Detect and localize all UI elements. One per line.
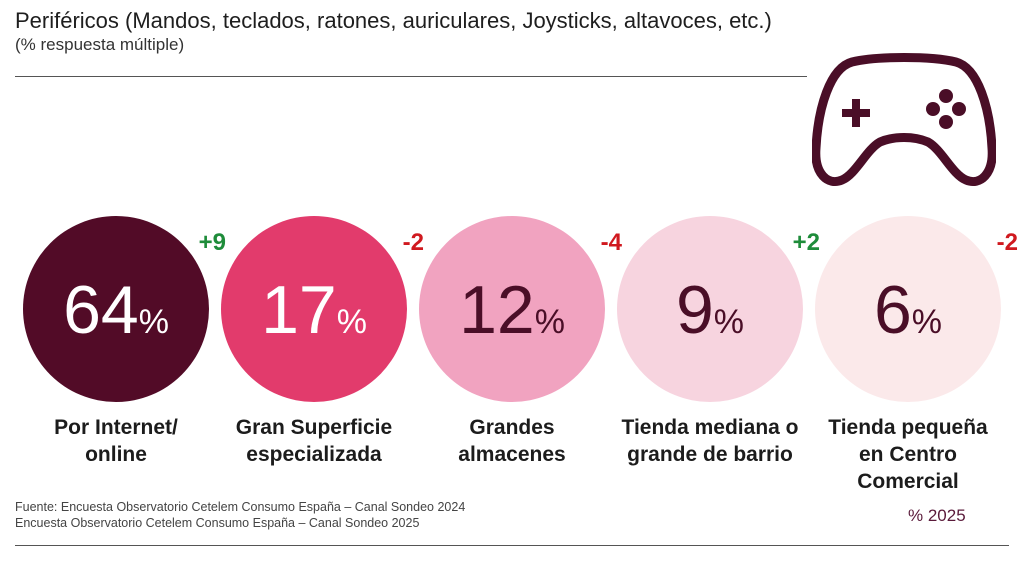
category-label-line: especializada (246, 443, 382, 466)
category-label-line: almacenes (458, 443, 566, 466)
bubble-value: 6% (874, 272, 942, 348)
category-label-line: Comercial (857, 470, 959, 493)
category-label: Grandes almacenes (417, 414, 607, 468)
category-label-line: Tienda mediana o (621, 416, 799, 439)
bubble-circle (617, 216, 803, 402)
bubble-value: 12% (459, 272, 565, 348)
source-line-2: Encuesta Observatorio Cetelem Consumo Es… (15, 516, 420, 530)
bubble-circle (23, 216, 209, 402)
category-label-line: en Centro (858, 443, 957, 466)
bubble-value: 17% (261, 272, 367, 348)
bubble-value: 9% (676, 272, 744, 348)
bubble-circle (419, 216, 605, 402)
bubble-4: 9% +2 (617, 216, 820, 402)
category-label-line: Por Internet/ (54, 416, 178, 439)
bubble-2: 17% -2 (221, 216, 424, 402)
category-label-line: grande de barrio (627, 443, 793, 466)
bubble-circle (221, 216, 407, 402)
category-label-line: Gran Superficie (235, 416, 393, 439)
chart-title: Periféricos (Mandos, teclados, ratones, … (15, 8, 772, 33)
bubble-3: 12% -4 (419, 216, 623, 402)
bubble-circle (815, 216, 1001, 402)
delta-label: -4 (601, 229, 623, 256)
delta-label: +2 (793, 229, 820, 256)
chart-subtitle: (% respuesta múltiple) (15, 35, 185, 54)
bubble-5: 6% -2 (815, 216, 1018, 402)
bottom-divider (15, 545, 1009, 546)
delta-label: -2 (997, 229, 1018, 256)
delta-label: -2 (403, 229, 424, 256)
bubble-value: 64% (63, 272, 169, 348)
category-label: Por Internet/online (21, 414, 211, 468)
category-label-line: online (85, 443, 147, 466)
delta-label: +9 (199, 229, 226, 256)
bubble-1: 64% +9 (23, 216, 226, 402)
category-label-line: Grandes (469, 416, 555, 439)
category-label: Tienda pequeña en Centro Comercial (813, 414, 1003, 495)
source-line-1: Fuente: Encuesta Observatorio Cetelem Co… (15, 500, 466, 514)
unit-label: % 2025 (908, 506, 966, 525)
top-divider (15, 76, 807, 77)
category-label: Tienda mediana o grande de barrio (615, 414, 805, 468)
category-label: Gran Superficie especializada (219, 414, 409, 468)
gamepad-icon (812, 53, 996, 186)
category-label-line: Tienda pequeña (828, 416, 988, 439)
